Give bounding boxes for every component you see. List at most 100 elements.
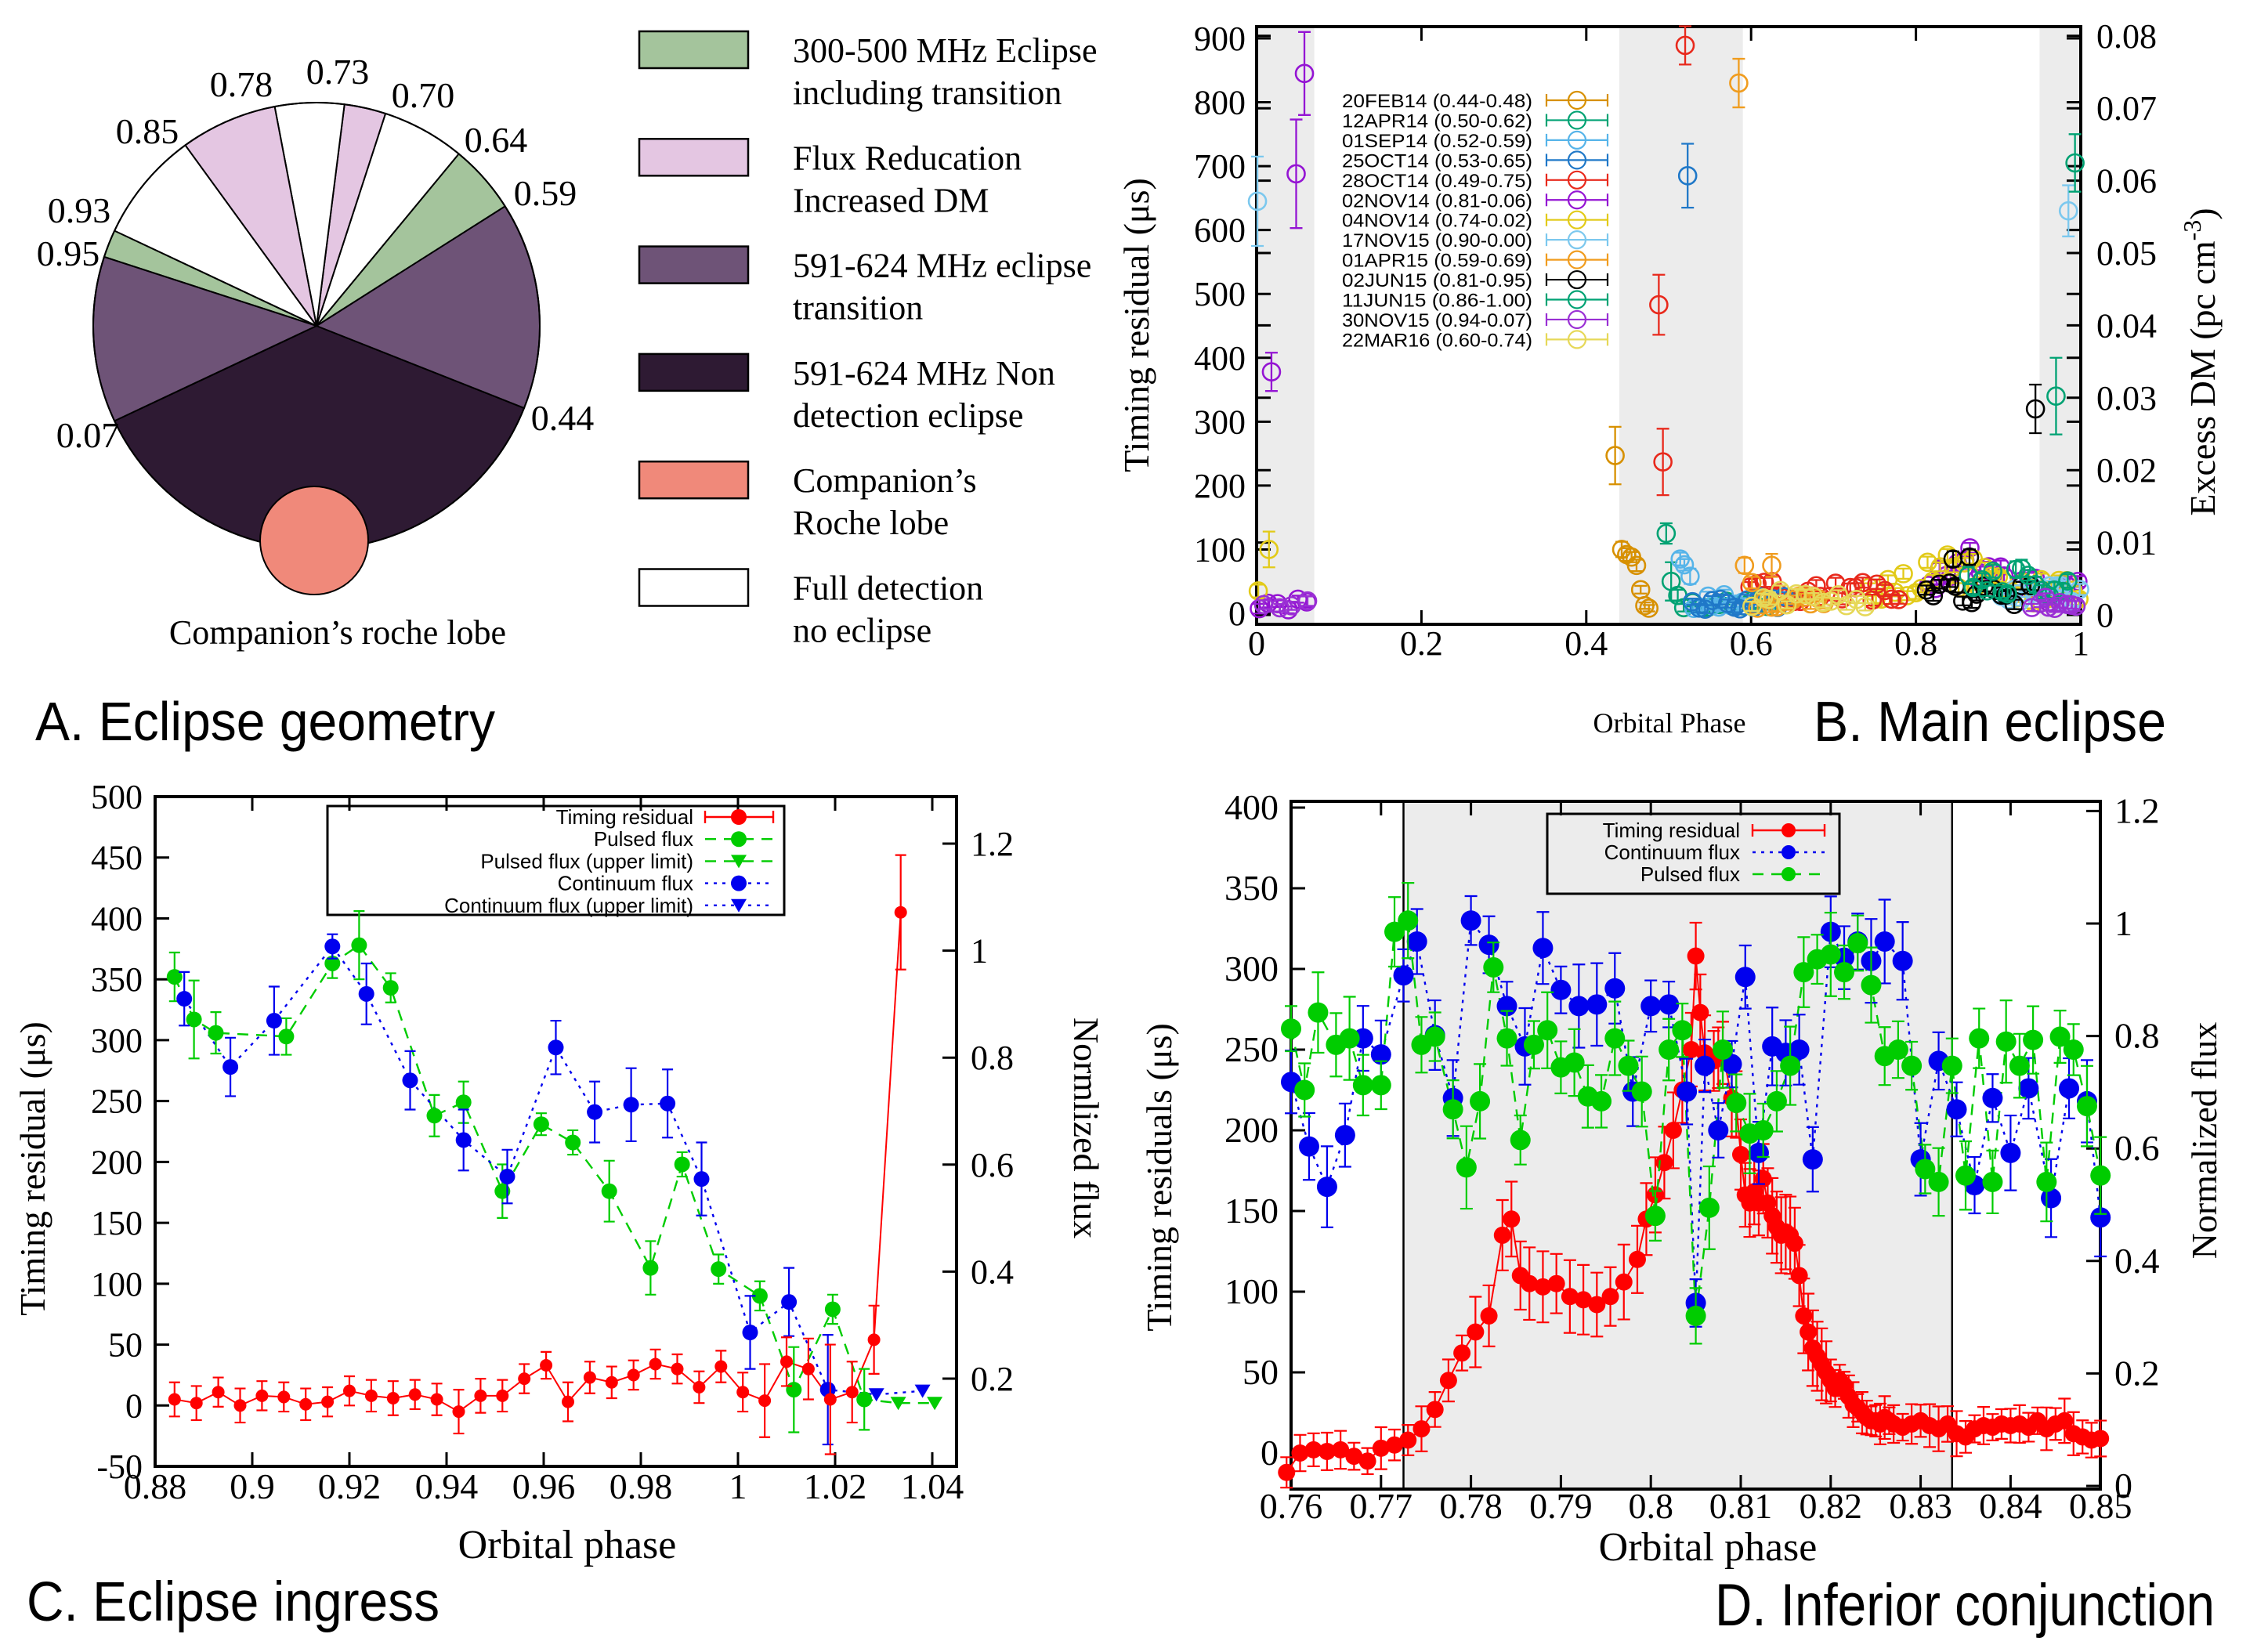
- svg-text:0.07: 0.07: [2096, 89, 2157, 128]
- svg-text:400: 400: [91, 899, 143, 938]
- svg-text:25OCT14 (0.53-0.65): 25OCT14 (0.53-0.65): [1342, 150, 1532, 172]
- svg-text:350: 350: [91, 960, 143, 999]
- svg-text:0: 0: [1228, 595, 1246, 633]
- svg-text:0.8: 0.8: [1628, 1486, 1673, 1526]
- svg-text:900: 900: [1194, 20, 1246, 58]
- svg-text:Pulsed flux: Pulsed flux: [594, 827, 693, 851]
- svg-text:Timing residual: Timing residual: [1603, 819, 1740, 842]
- svg-text:detection eclipse: detection eclipse: [793, 396, 1023, 435]
- svg-text:Orbital phase: Orbital phase: [458, 1523, 677, 1567]
- svg-text:0.92: 0.92: [318, 1466, 382, 1506]
- svg-text:0.8: 0.8: [1894, 624, 1937, 663]
- svg-text:0.08: 0.08: [2096, 17, 2157, 56]
- svg-text:0.8: 0.8: [971, 1039, 1014, 1077]
- svg-text:0.83: 0.83: [1889, 1486, 1952, 1526]
- svg-text:Orbital Phase: Orbital Phase: [1593, 707, 1746, 739]
- svg-text:100: 100: [1224, 1271, 1279, 1311]
- svg-text:800: 800: [1194, 84, 1246, 122]
- svg-text:Excess DM (pc cm-3): Excess DM (pc cm-3): [2178, 208, 2223, 515]
- svg-text:500: 500: [1194, 275, 1246, 313]
- svg-text:Roche lobe: Roche lobe: [793, 504, 949, 542]
- svg-text:0.03: 0.03: [2096, 379, 2157, 418]
- svg-text:11JUN15 (0.86-1.00): 11JUN15 (0.86-1.00): [1342, 291, 1532, 312]
- svg-text:500: 500: [91, 778, 143, 816]
- svg-text:17NOV15 (0.90-0.00): 17NOV15 (0.90-0.00): [1342, 230, 1532, 251]
- svg-text:0: 0: [2096, 596, 2114, 634]
- svg-text:400: 400: [1194, 339, 1246, 378]
- svg-text:600: 600: [1194, 211, 1246, 250]
- svg-text:0.70: 0.70: [392, 75, 455, 115]
- svg-text:300-500 MHz Eclipse: 300-500 MHz Eclipse: [793, 31, 1098, 70]
- svg-text:200: 200: [1224, 1110, 1279, 1150]
- svg-text:1: 1: [971, 932, 988, 971]
- svg-text:0.82: 0.82: [1800, 1486, 1863, 1526]
- svg-text:0.44: 0.44: [531, 398, 595, 438]
- svg-text:0.05: 0.05: [2096, 234, 2157, 273]
- svg-text:0.64: 0.64: [465, 120, 528, 160]
- svg-text:100: 100: [1194, 530, 1246, 569]
- svg-text:Normlized flux: Normlized flux: [1066, 1018, 1106, 1238]
- svg-text:D. Inferior conjunction: D. Inferior conjunction: [1715, 1572, 2215, 1639]
- svg-text:0: 0: [125, 1386, 143, 1425]
- svg-text:0.02: 0.02: [2096, 451, 2157, 490]
- svg-text:0.94: 0.94: [415, 1466, 479, 1506]
- svg-text:Timing residual: Timing residual: [556, 805, 693, 829]
- svg-text:300: 300: [1224, 949, 1279, 989]
- svg-text:1: 1: [729, 1466, 747, 1506]
- svg-text:0.98: 0.98: [610, 1466, 673, 1506]
- svg-text:0.96: 0.96: [512, 1466, 576, 1506]
- svg-text:50: 50: [1243, 1352, 1279, 1392]
- svg-text:0: 0: [1261, 1433, 1279, 1473]
- svg-text:0.06: 0.06: [2096, 162, 2157, 201]
- svg-text:1.02: 1.02: [804, 1466, 867, 1506]
- svg-text:1.2: 1.2: [2114, 790, 2160, 830]
- svg-text:Timing residual (μs): Timing residual (μs): [1116, 178, 1156, 472]
- svg-text:Orbital phase: Orbital phase: [1599, 1525, 1818, 1570]
- svg-text:20FEB14 (0.44-0.48): 20FEB14 (0.44-0.48): [1342, 91, 1532, 112]
- svg-text:Pulsed flux: Pulsed flux: [1640, 862, 1740, 886]
- svg-text:Companion’s: Companion’s: [793, 461, 977, 500]
- svg-text:12APR14 (0.50-0.62): 12APR14 (0.50-0.62): [1342, 110, 1532, 132]
- svg-text:B. Main eclipse: B. Main eclipse: [1814, 691, 2166, 754]
- svg-text:04NOV14 (0.74-0.02): 04NOV14 (0.74-0.02): [1342, 211, 1532, 232]
- svg-text:0.81: 0.81: [1709, 1486, 1773, 1526]
- svg-text:350: 350: [1224, 868, 1279, 908]
- svg-text:0.78: 0.78: [1439, 1486, 1503, 1526]
- svg-text:0: 0: [1248, 624, 1265, 663]
- svg-text:300: 300: [1194, 403, 1246, 441]
- svg-text:Full detection: Full detection: [793, 569, 983, 608]
- svg-text:150: 150: [1224, 1191, 1279, 1231]
- svg-text:0.04: 0.04: [2096, 306, 2157, 345]
- svg-text:0.84: 0.84: [1979, 1486, 2042, 1526]
- svg-text:0: 0: [2114, 1466, 2132, 1506]
- svg-text:50: 50: [108, 1326, 143, 1365]
- svg-text:150: 150: [91, 1204, 143, 1242]
- svg-text:-50: -50: [96, 1448, 143, 1486]
- svg-text:0.2: 0.2: [971, 1360, 1014, 1398]
- svg-text:01SEP14 (0.52-0.59): 01SEP14 (0.52-0.59): [1342, 131, 1532, 152]
- svg-text:Companion’s roche lobe: Companion’s roche lobe: [169, 613, 506, 652]
- svg-text:Timing residuals (μs): Timing residuals (μs): [1139, 1023, 1179, 1332]
- svg-text:0.77: 0.77: [1350, 1486, 1413, 1526]
- svg-text:0.4: 0.4: [2114, 1241, 2160, 1281]
- svg-text:0.2: 0.2: [2114, 1353, 2160, 1393]
- svg-text:no eclipse: no eclipse: [793, 612, 931, 650]
- svg-text:02NOV14 (0.81-0.06): 02NOV14 (0.81-0.06): [1342, 190, 1532, 211]
- svg-text:1.04: 1.04: [901, 1466, 964, 1506]
- svg-text:Increased DM: Increased DM: [793, 181, 989, 219]
- svg-text:28OCT14 (0.49-0.75): 28OCT14 (0.49-0.75): [1342, 171, 1532, 192]
- svg-text:0.8: 0.8: [2114, 1016, 2160, 1056]
- svg-text:Continuum flux (upper limit): Continuum flux (upper limit): [444, 894, 693, 917]
- svg-text:0.6: 0.6: [1730, 624, 1773, 663]
- svg-text:0.01: 0.01: [2096, 524, 2157, 562]
- svg-text:0.93: 0.93: [48, 190, 111, 230]
- svg-text:0.78: 0.78: [210, 64, 273, 104]
- svg-text:0.4: 0.4: [971, 1253, 1014, 1291]
- svg-text:Normalized flux: Normalized flux: [2184, 1022, 2224, 1260]
- svg-text:0.4: 0.4: [1564, 624, 1608, 663]
- svg-text:0.85: 0.85: [2069, 1486, 2132, 1526]
- svg-text:A. Eclipse geometry: A. Eclipse geometry: [35, 691, 495, 752]
- svg-text:C. Eclipse ingress: C. Eclipse ingress: [27, 1571, 439, 1633]
- svg-text:400: 400: [1224, 787, 1279, 827]
- svg-text:1: 1: [2072, 624, 2089, 663]
